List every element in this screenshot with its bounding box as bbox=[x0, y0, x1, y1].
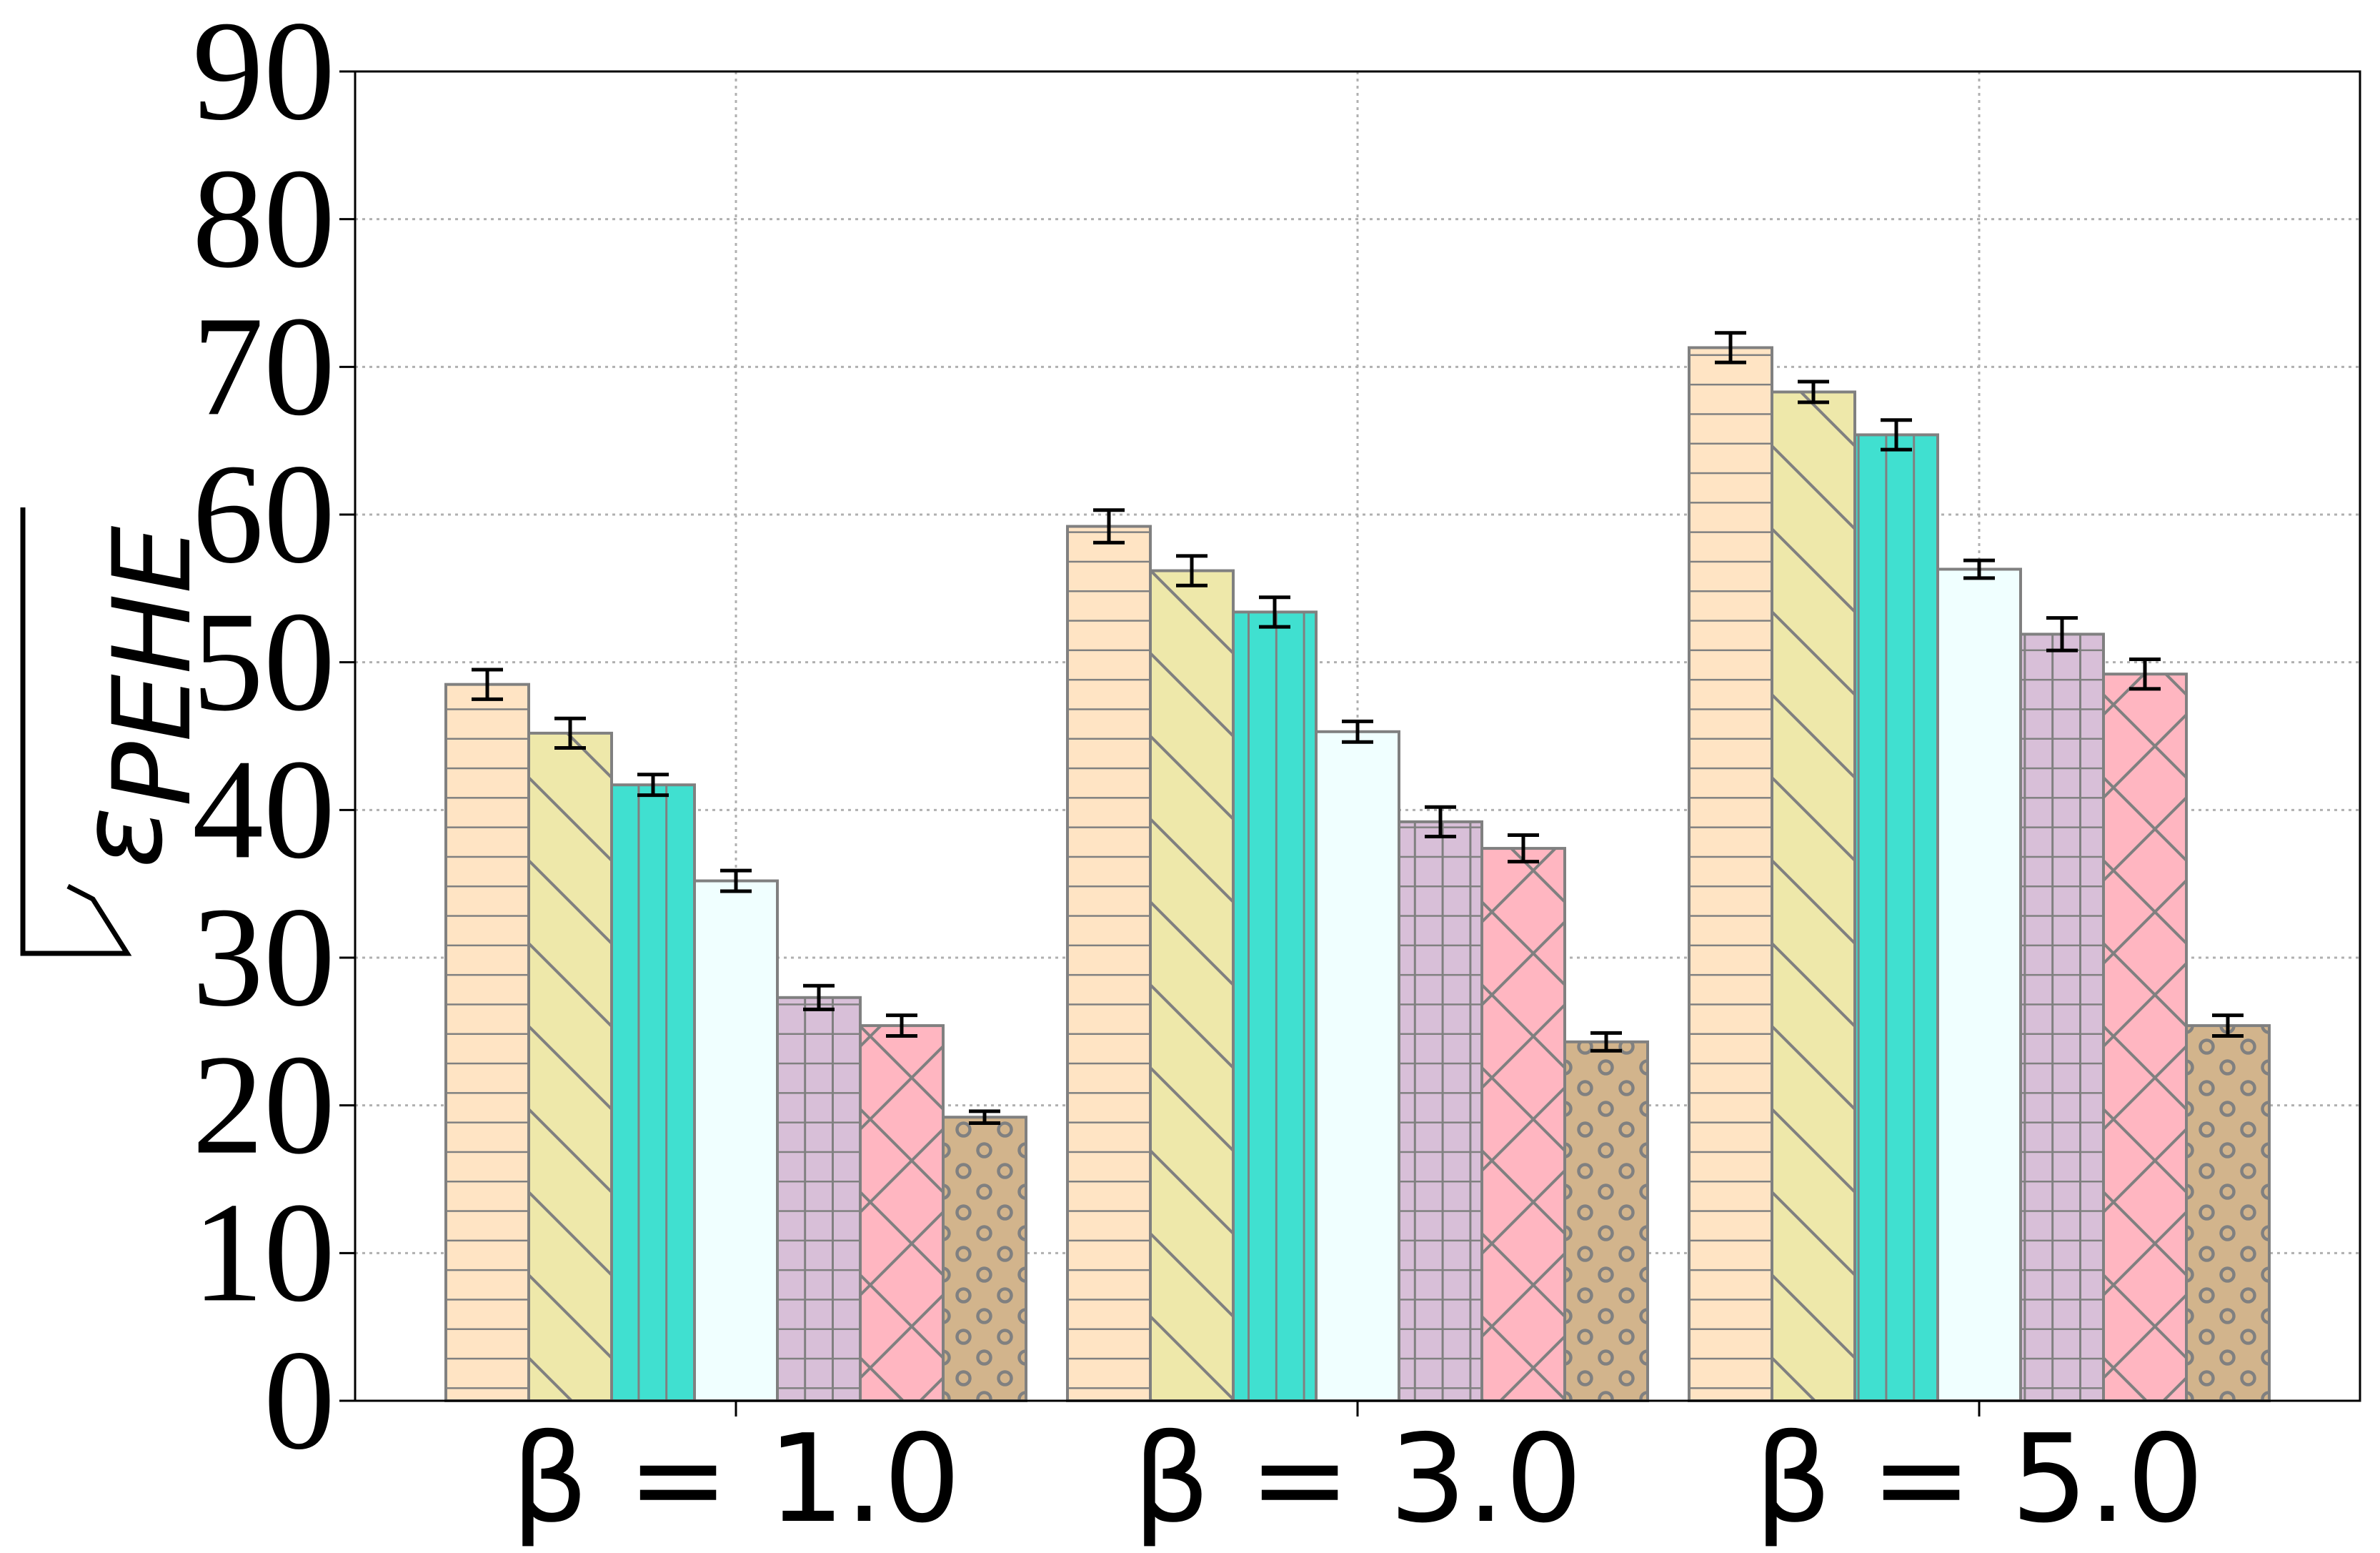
bar-hatch bbox=[2021, 634, 2103, 1401]
bar bbox=[1938, 569, 2021, 1401]
x-tick-label: β = 3.0 bbox=[1132, 1409, 1582, 1550]
error-bar bbox=[1508, 833, 1539, 864]
series-2 bbox=[527, 390, 1856, 1403]
y-tick-label: 70 bbox=[192, 287, 335, 445]
series-7 bbox=[942, 1024, 2271, 1403]
bar-hatch bbox=[1689, 347, 1772, 1401]
error-bar bbox=[1798, 379, 1829, 405]
bar-hatch bbox=[1233, 612, 1316, 1401]
series-3 bbox=[610, 433, 1939, 1402]
y-tick-label: 10 bbox=[192, 1174, 335, 1331]
bar-hatch bbox=[860, 1026, 943, 1401]
bar-hatch bbox=[446, 684, 529, 1401]
error-bar bbox=[1963, 558, 1995, 580]
y-axis-label-subscript: PEHE bbox=[91, 525, 215, 806]
error-bar bbox=[1093, 508, 1125, 545]
error-bar bbox=[1715, 331, 1746, 364]
error-bar bbox=[720, 868, 752, 893]
y-tick-label: 60 bbox=[192, 435, 335, 593]
error-bar bbox=[1590, 1031, 1622, 1053]
error-bar bbox=[969, 1109, 1000, 1125]
bar-hatch bbox=[2103, 674, 2186, 1401]
y-axis-radical bbox=[20, 507, 132, 956]
error-bar bbox=[1881, 418, 1912, 452]
y-tick-label: 80 bbox=[192, 140, 335, 298]
bar-hatch bbox=[2186, 1026, 2269, 1401]
bar-hatch bbox=[529, 733, 612, 1401]
bar bbox=[694, 880, 777, 1401]
error-bar bbox=[2129, 658, 2161, 691]
y-tick-label: 0 bbox=[264, 1321, 335, 1479]
error-bar bbox=[2212, 1013, 2244, 1038]
bar-hatch bbox=[1772, 392, 1855, 1401]
y-axis-label-symbol: ε bbox=[54, 807, 188, 868]
error-bar bbox=[472, 668, 503, 701]
bar-hatch bbox=[1067, 526, 1150, 1401]
y-axis-label-text: εPEHE bbox=[54, 525, 215, 868]
bar-hatch bbox=[1855, 435, 1938, 1401]
bar-hatch bbox=[1482, 848, 1565, 1401]
series-4 bbox=[693, 567, 2022, 1402]
error-bar bbox=[637, 773, 669, 798]
error-bar bbox=[886, 1013, 917, 1038]
bar-hatch bbox=[612, 785, 694, 1401]
series-5 bbox=[776, 632, 2105, 1403]
bar-hatch bbox=[943, 1117, 1026, 1401]
bar-hatch bbox=[1565, 1041, 1648, 1401]
error-bar bbox=[1342, 719, 1373, 744]
y-tick-label: 30 bbox=[192, 878, 335, 1036]
bar bbox=[1316, 731, 1399, 1401]
x-tick-label: β = 5.0 bbox=[1754, 1409, 2204, 1550]
y-tick-label: 20 bbox=[192, 1026, 335, 1184]
series-6 bbox=[859, 673, 2188, 1402]
bar-hatch bbox=[777, 997, 860, 1401]
y-tick-label: 50 bbox=[192, 583, 335, 741]
x-tick-label: β = 1.0 bbox=[511, 1409, 960, 1550]
y-tick-label: 40 bbox=[192, 730, 335, 888]
bars bbox=[444, 346, 2271, 1403]
error-bars bbox=[472, 331, 2244, 1125]
error-bar bbox=[2046, 616, 2078, 653]
error-bar bbox=[1425, 805, 1456, 839]
y-tick-label: 90 bbox=[192, 0, 335, 150]
error-bar bbox=[554, 716, 586, 750]
error-bar bbox=[1176, 554, 1208, 587]
error-bar bbox=[1259, 595, 1290, 629]
bar-hatch bbox=[1150, 570, 1233, 1401]
error-bar bbox=[803, 983, 835, 1011]
y-axis-label: εPEHE bbox=[20, 507, 215, 956]
bar-hatch bbox=[1399, 821, 1482, 1401]
